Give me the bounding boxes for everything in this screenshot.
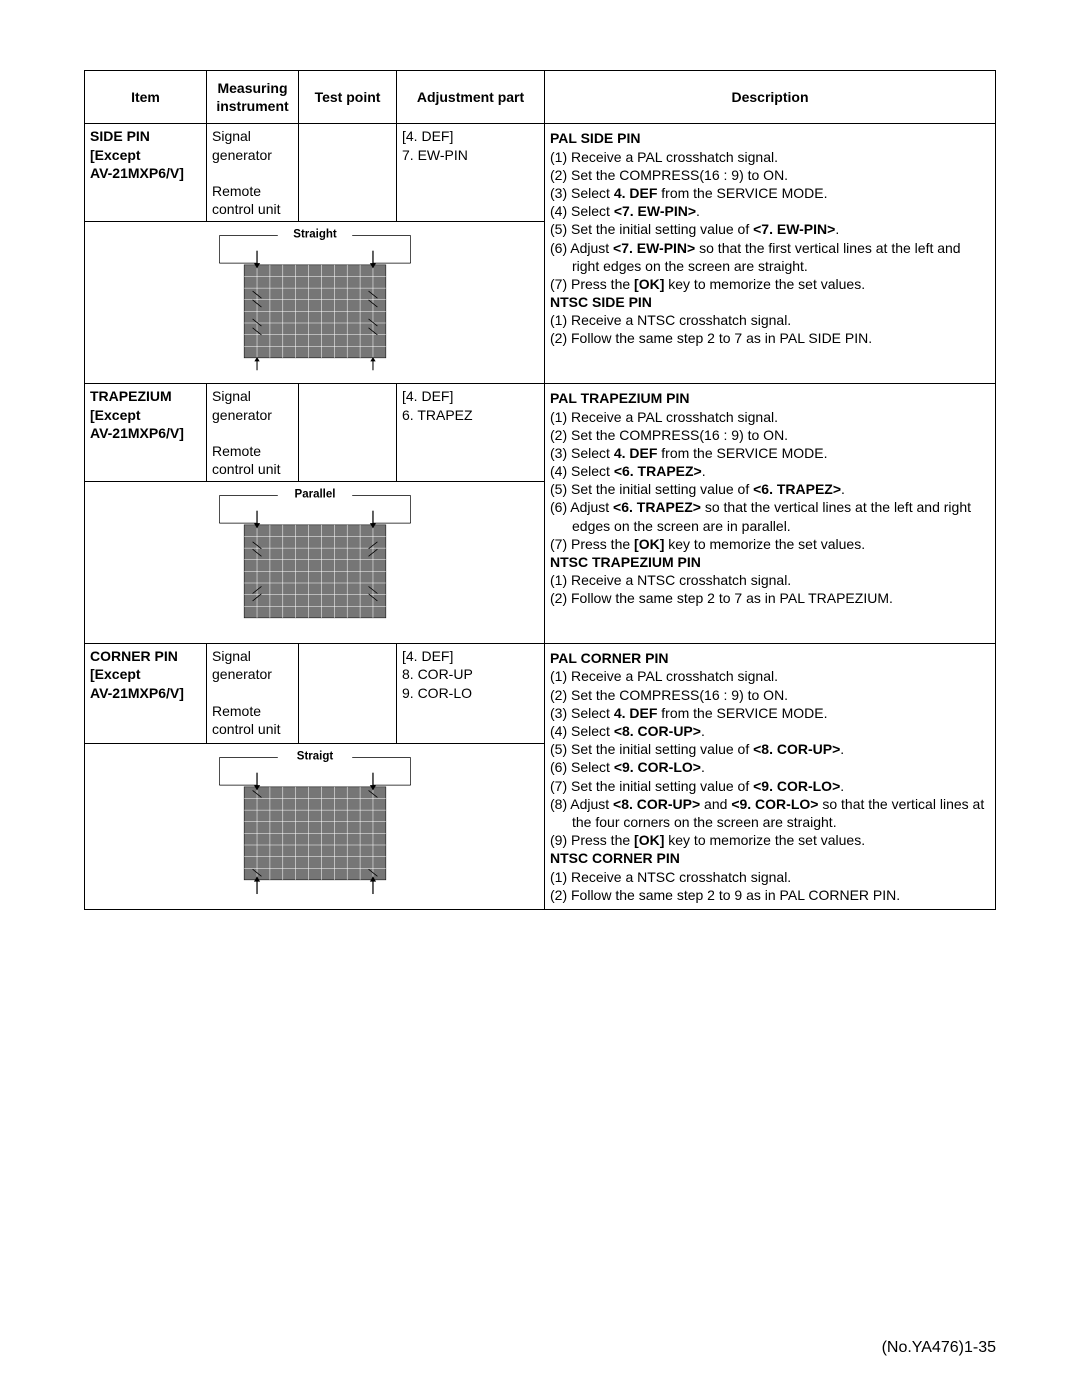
cell-item: CORNER PIN [Except AV-21MXP6/V]	[85, 644, 207, 744]
ntsc-title: NTSC CORNER PIN	[550, 849, 990, 867]
cell-diagram: Straigt	[85, 744, 545, 910]
header-item: Item	[85, 71, 207, 124]
cell-item: TRAPEZIUM [Except AV-21MXP6/V]	[85, 384, 207, 482]
page-footer: (No.YA476)1-35	[882, 1339, 996, 1357]
header-testpoint: Test point	[299, 71, 397, 124]
header-row: Item Measuring instrument Test point Adj…	[85, 71, 996, 124]
cell-description: PAL CORNER PIN(1) Receive a PAL crosshat…	[545, 644, 996, 910]
pal-title: PAL TRAPEZIUM PIN	[550, 389, 990, 407]
adjustment-table: Item Measuring instrument Test point Adj…	[84, 70, 996, 910]
cell-adjustment: [4. DEF]6. TRAPEZ	[397, 384, 545, 482]
table-row: SIDE PIN [Except AV-21MXP6/V] Signalgene…	[85, 124, 996, 222]
ntsc-title: NTSC TRAPEZIUM PIN	[550, 553, 990, 571]
header-adjustment: Adjustment part	[397, 71, 545, 124]
cell-diagram: Parallel	[85, 482, 545, 644]
cell-adjustment: [4. DEF]8. COR-UP9. COR-LO	[397, 644, 545, 744]
cell-testpoint	[299, 644, 397, 744]
cell-adjustment: [4. DEF]7. EW-PIN	[397, 124, 545, 222]
pal-title: PAL SIDE PIN	[550, 129, 990, 147]
cell-diagram: Straight	[85, 222, 545, 384]
table-row: TRAPEZIUM [Except AV-21MXP6/V] Signalgen…	[85, 384, 996, 482]
header-instrument: Measuring instrument	[207, 71, 299, 124]
cell-testpoint	[299, 384, 397, 482]
svg-text:Straight: Straight	[293, 229, 337, 241]
cell-instrument: SignalgeneratorRemotecontrol unit	[207, 644, 299, 744]
ntsc-title: NTSC SIDE PIN	[550, 293, 990, 311]
table-row: CORNER PIN [Except AV-21MXP6/V] Signalge…	[85, 644, 996, 744]
cell-instrument: SignalgeneratorRemotecontrol unit	[207, 384, 299, 482]
cell-description: PAL TRAPEZIUM PIN(1) Receive a PAL cross…	[545, 384, 996, 644]
cell-testpoint	[299, 124, 397, 222]
cell-description: PAL SIDE PIN(1) Receive a PAL crosshatch…	[545, 124, 996, 384]
svg-text:Straigt: Straigt	[296, 751, 333, 763]
cell-item: SIDE PIN [Except AV-21MXP6/V]	[85, 124, 207, 222]
cell-instrument: SignalgeneratorRemotecontrol unit	[207, 124, 299, 222]
pal-title: PAL CORNER PIN	[550, 649, 990, 667]
svg-text:Parallel: Parallel	[294, 489, 335, 501]
header-description: Description	[545, 71, 996, 124]
